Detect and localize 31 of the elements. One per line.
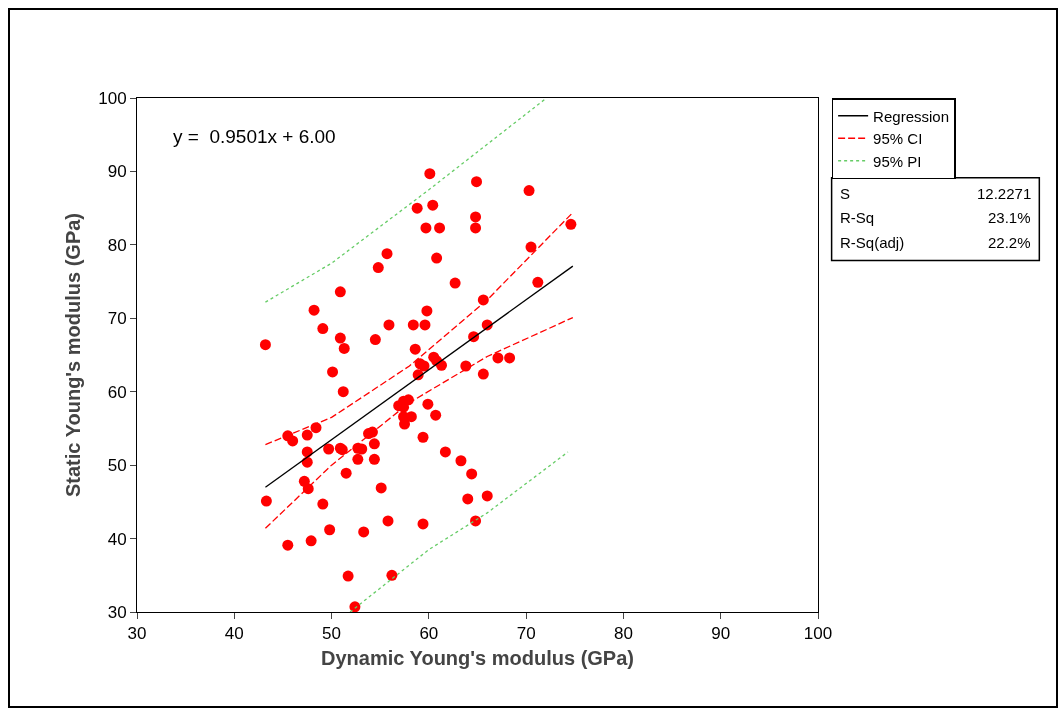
- x-tick-label: 100: [803, 624, 833, 644]
- x-tick-label: 50: [322, 624, 342, 644]
- line-series: [264, 316, 574, 529]
- text: S: [840, 185, 851, 202]
- y-tick-label: 40: [107, 529, 127, 549]
- y-tick-label: 80: [107, 235, 127, 255]
- y-tick-label: 90: [107, 162, 127, 182]
- x-tick-label: 30: [127, 624, 147, 644]
- legend-label: Regression: [873, 107, 949, 125]
- text: 22.2%: [988, 234, 1031, 251]
- x-axis-title: Dynamic Young's modulus (GPa): [321, 646, 634, 669]
- line-series: [264, 211, 574, 446]
- y-tick-label: 60: [107, 382, 127, 402]
- y-tick-label: 70: [107, 309, 127, 329]
- text: 23.1%: [988, 209, 1031, 226]
- legend-label: 95% CI: [873, 130, 923, 148]
- text: R-Sq(adj): [840, 234, 905, 251]
- x-tick-label: 70: [516, 624, 536, 644]
- y-tick-label: 50: [107, 456, 127, 476]
- x-tick-label: 40: [224, 624, 244, 644]
- x-tick-label: 90: [711, 624, 731, 644]
- legend-label: 95% PI: [873, 152, 922, 170]
- x-tick-label: 80: [613, 624, 633, 644]
- line-series: [349, 451, 569, 612]
- text: 12.2271: [977, 185, 1032, 202]
- annotation: y = 0.9501x + 6.00: [173, 126, 336, 147]
- text: R-Sq: [840, 209, 875, 226]
- y-axis-title: Static Young's modulus (GPa): [61, 212, 84, 498]
- x-tick-label: 60: [419, 624, 439, 644]
- y-tick-label: 30: [107, 602, 127, 622]
- y-tick-label: 100: [98, 88, 127, 108]
